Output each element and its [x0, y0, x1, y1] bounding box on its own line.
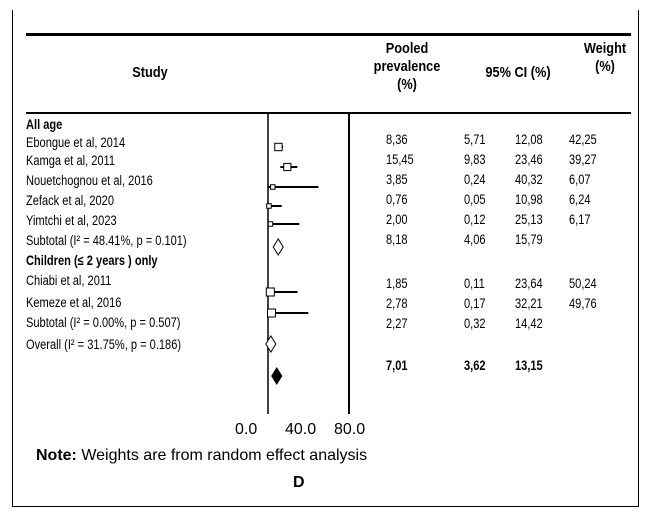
pooled-prevalence-header: Pooled prevalence (%): [360, 40, 454, 94]
row-value-w: 6,07: [569, 172, 591, 187]
row-value-w: 50,24: [569, 276, 597, 291]
row-value-hi: 10,98: [515, 192, 543, 207]
overall-diamond: [271, 367, 283, 385]
row-value-hi: 25,13: [515, 212, 543, 227]
note-text: Weights are from random effect analysis: [76, 447, 368, 464]
subtotal-diamond: [265, 335, 277, 353]
row-value-lo: 9,83: [464, 152, 486, 167]
row-value-lo: 3,62: [464, 358, 486, 373]
row-value-hi: 15,79: [515, 232, 543, 247]
row-label: Kamga et al, 2011: [26, 153, 116, 168]
row-value-prev: 8,18: [386, 232, 408, 247]
row-value-w: 42,25: [569, 132, 597, 147]
point-estimate-box: [274, 142, 283, 152]
header-top-rule: [26, 33, 631, 36]
subtotal-diamond: [272, 238, 284, 256]
point-estimate-box: [283, 162, 292, 172]
row-label: Subtotal (I² = 48.41%, p = 0.101): [26, 233, 187, 248]
weight-header-line1: Weight: [583, 40, 627, 57]
row-value-prev: 2,78: [386, 296, 408, 311]
header-bottom-rule: [26, 112, 631, 114]
axis-tick-0: 0.0: [235, 421, 258, 438]
row-value-lo: 0,05: [464, 192, 486, 207]
pooled-header-line1: Pooled: [385, 40, 429, 57]
axis-tick-80: 80.0: [334, 421, 366, 438]
weight-header: Weight (%): [575, 40, 635, 76]
row-label: Children (≤ 2 years ) only: [26, 253, 158, 268]
point-estimate-box: [265, 287, 275, 297]
row-label: Ebongue et al, 2014: [26, 135, 126, 150]
row-label: Overall (I² = 31.75%, p = 0.186): [26, 337, 182, 352]
weight-header-line2: (%): [595, 58, 615, 75]
row-value-w: 6,24: [569, 192, 591, 207]
row-value-hi: 23,64: [515, 276, 543, 291]
point-estimate-box: [266, 203, 272, 209]
note-label: Note:: [36, 447, 77, 464]
row-value-prev: 2,27: [386, 316, 408, 331]
pooled-header-line2: prevalence: [373, 58, 441, 75]
row-value-hi: 32,21: [515, 296, 543, 311]
axis-tick-40: 40.0: [285, 421, 317, 438]
pooled-header-line3: (%): [397, 76, 417, 93]
row-value-prev: 1,85: [386, 276, 408, 291]
row-value-lo: 0,11: [464, 276, 485, 291]
point-estimate-box: [267, 221, 274, 227]
row-value-hi: 13,15: [515, 358, 543, 373]
footnote: Note: Weights are from random effect ana…: [36, 447, 367, 465]
row-label: All age: [26, 117, 63, 132]
row-value-hi: 23,46: [515, 152, 543, 167]
figure-frame: [12, 10, 639, 507]
row-value-lo: 0,24: [464, 172, 486, 187]
row-value-w: 49,76: [569, 296, 597, 311]
row-label: Chiabi et al, 2011: [26, 273, 112, 288]
row-value-prev: 2,00: [386, 212, 408, 227]
null-line-right: [348, 114, 350, 414]
point-estimate-box: [266, 308, 276, 318]
row-value-hi: 12,08: [515, 132, 543, 147]
row-label: Subtotal (I² = 0.00%, p = 0.507): [26, 315, 181, 330]
row-value-w: 6,17: [569, 212, 591, 227]
row-value-prev: 0,76: [386, 192, 408, 207]
row-value-hi: 40,32: [515, 172, 543, 187]
row-label: Yimtchi et al, 2023: [26, 213, 117, 228]
ci-header: 95% CI (%): [485, 64, 551, 81]
row-value-lo: 0,17: [464, 296, 486, 311]
panel-label: D: [293, 474, 305, 491]
row-value-prev: 3,85: [386, 172, 408, 187]
row-value-prev: 15,45: [386, 152, 414, 167]
row-value-lo: 0,12: [464, 212, 486, 227]
row-value-w: 39,27: [569, 152, 597, 167]
row-value-prev: 8,36: [386, 132, 408, 147]
study-header: Study: [132, 64, 168, 81]
forest-plot: [265, 114, 319, 414]
row-value-lo: 5,71: [464, 132, 486, 147]
row-value-prev: 7,01: [386, 358, 408, 373]
point-estimate-box: [270, 184, 276, 190]
row-label: Nouetchognou et al, 2016: [26, 173, 153, 188]
row-label: Kemeze et al, 2016: [26, 295, 122, 310]
row-value-lo: 0,32: [464, 316, 486, 331]
row-value-hi: 14,42: [515, 316, 543, 331]
row-label: Zefack et al, 2020: [26, 193, 115, 208]
row-value-lo: 4,06: [464, 232, 486, 247]
